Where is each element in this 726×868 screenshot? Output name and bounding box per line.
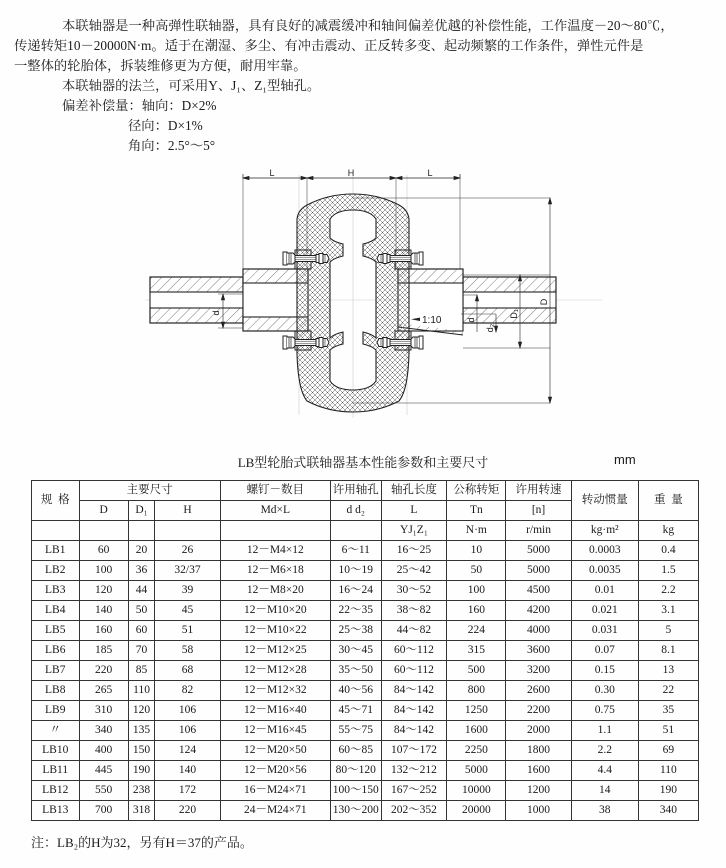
svg-text:1:10: 1:10 — [422, 315, 442, 326]
svg-text:L: L — [427, 168, 432, 178]
svg-text:L: L — [269, 168, 274, 178]
svg-text:H: H — [348, 168, 355, 178]
svg-text:D₁: D₁ — [509, 309, 519, 319]
svg-text:d₂: d₂ — [485, 323, 495, 332]
svg-text:d: d — [211, 310, 221, 315]
svg-text:D: D — [539, 298, 549, 305]
svg-text:d: d — [466, 317, 476, 322]
